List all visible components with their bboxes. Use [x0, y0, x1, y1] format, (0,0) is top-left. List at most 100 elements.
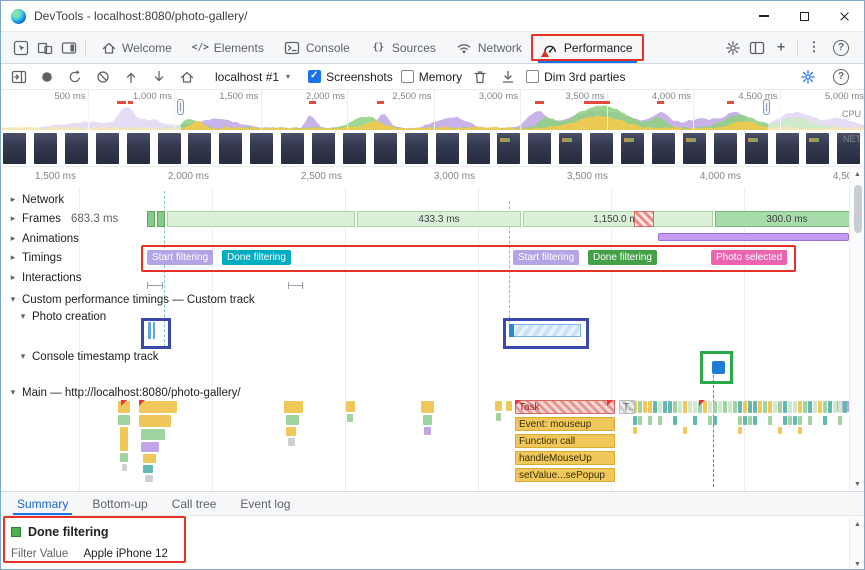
flame-event[interactable]: [763, 401, 767, 413]
flame-event-labeled[interactable]: Event: mouseup: [515, 417, 615, 431]
flame-event[interactable]: [748, 401, 752, 413]
clear-recordings-icon[interactable]: [93, 67, 113, 87]
flame-event[interactable]: [778, 427, 782, 434]
screenshot-thumbnail[interactable]: [682, 133, 706, 164]
flame-event[interactable]: [638, 401, 642, 413]
flame-event[interactable]: [738, 401, 742, 413]
flame-event[interactable]: [648, 401, 652, 413]
flame-event[interactable]: [658, 401, 662, 413]
tab-summary[interactable]: Summary: [5, 492, 80, 515]
track-frames[interactable]: ▸ Frames 683.3 ms: [1, 210, 119, 227]
perf-help-icon[interactable]: ?: [833, 68, 849, 85]
track-interactions[interactable]: ▸ Interactions: [1, 269, 82, 286]
track-main-thread[interactable]: ▾ Main — http://localhost:8080/photo-gal…: [1, 384, 241, 401]
expand-icon[interactable]: ▸: [10, 233, 16, 243]
flame-event[interactable]: [798, 401, 802, 413]
selection-handle-left[interactable]: [177, 99, 184, 115]
scroll-down-icon[interactable]: ▼: [854, 560, 861, 568]
screenshot-thumbnail[interactable]: [188, 133, 212, 164]
live-metrics-icon[interactable]: [177, 67, 197, 87]
inspect-icon[interactable]: [9, 35, 33, 61]
track-timings[interactable]: ▸ Timings: [1, 249, 62, 266]
flame-event[interactable]: [738, 416, 742, 425]
screenshot-thumbnail[interactable]: [33, 133, 57, 164]
flame-event[interactable]: [798, 416, 802, 425]
screenshot-thumbnail[interactable]: [837, 133, 861, 164]
flame-event[interactable]: [798, 427, 802, 434]
tab-sources[interactable]: {} Sources: [360, 32, 446, 63]
photo-creation-event[interactable]: [148, 322, 151, 339]
more-options-icon[interactable]: ⋮: [807, 40, 821, 55]
collapse-icon[interactable]: ▾: [20, 351, 26, 361]
screenshot-thumbnail[interactable]: [559, 133, 583, 164]
tab-console[interactable]: Console: [274, 32, 360, 63]
flame-event[interactable]: [346, 401, 355, 412]
flame-event[interactable]: [506, 401, 512, 411]
flame-event[interactable]: [708, 416, 712, 425]
flame-event[interactable]: [768, 416, 772, 425]
flame-event[interactable]: [833, 401, 837, 413]
flame-event[interactable]: [683, 401, 687, 413]
tab-event-log[interactable]: Event log: [240, 496, 291, 511]
flame-event[interactable]: [728, 401, 732, 413]
flame-event[interactable]: [693, 416, 697, 425]
flame-event[interactable]: [120, 427, 128, 451]
timing-marker[interactable]: Start filtering: [513, 250, 580, 265]
flame-event[interactable]: [758, 401, 762, 413]
tab-call-tree[interactable]: Call tree: [171, 496, 217, 511]
flame-event[interactable]: [118, 415, 130, 425]
minimize-button[interactable]: [744, 1, 784, 31]
flame-event[interactable]: [143, 454, 156, 463]
track-console-timestamps[interactable]: ▾ Console timestamp track: [1, 348, 159, 365]
console-timestamp-marker[interactable]: [712, 361, 725, 374]
screenshot-thumbnail[interactable]: [342, 133, 366, 164]
flame-event-labeled[interactable]: Function call: [515, 434, 615, 448]
flame-event[interactable]: [139, 415, 171, 427]
record-and-reload-icon[interactable]: [65, 67, 85, 87]
screenshot-thumbnail[interactable]: [590, 133, 614, 164]
load-profile-icon[interactable]: [121, 67, 141, 87]
screenshots-checkbox[interactable]: Screenshots: [308, 70, 393, 84]
photo-creation-span[interactable]: [509, 324, 581, 337]
timeline-overview[interactable]: CPU 500 ms 1,000 ms 1,500 ms 2,000 ms 2,500 …: [1, 90, 864, 130]
timing-marker[interactable]: Start filtering: [147, 250, 214, 265]
interaction-whisker[interactable]: [288, 282, 303, 289]
timing-marker[interactable]: Photo selected: [711, 250, 788, 265]
flame-event[interactable]: [633, 416, 637, 425]
flame-event[interactable]: [788, 401, 792, 413]
flame-event[interactable]: [733, 401, 737, 413]
flame-event[interactable]: [143, 465, 153, 473]
scroll-down-icon[interactable]: ▼: [854, 480, 861, 488]
screenshot-thumbnail[interactable]: [621, 133, 644, 164]
interaction-whisker[interactable]: [147, 282, 163, 289]
frame-bar[interactable]: 433.3 ms: [357, 211, 521, 227]
flame-event[interactable]: [496, 413, 501, 421]
flame-event[interactable]: [808, 416, 812, 425]
flame-event[interactable]: [421, 401, 434, 413]
screenshot-thumbnail[interactable]: [806, 133, 830, 164]
track-animations[interactable]: ▸ Animations: [1, 230, 79, 247]
screenshot-thumbnail[interactable]: [219, 133, 243, 164]
flame-event[interactable]: [347, 414, 353, 422]
flame-event[interactable]: [753, 401, 757, 413]
flame-event-labeled[interactable]: Task: [515, 400, 615, 414]
flame-event[interactable]: [793, 416, 797, 425]
flame-event[interactable]: [424, 427, 431, 435]
settings-gear-icon[interactable]: [721, 35, 745, 61]
track-custom[interactable]: ▾ Custom performance timings — Custom tr…: [1, 291, 255, 308]
flame-event[interactable]: [718, 401, 722, 413]
vertical-scrollbar[interactable]: ▲ ▼: [849, 167, 864, 491]
selection-handle-right[interactable]: [763, 99, 770, 115]
flame-event[interactable]: [823, 401, 827, 413]
flame-event[interactable]: [713, 401, 717, 413]
flame-event[interactable]: [828, 401, 832, 413]
flame-event[interactable]: [673, 416, 677, 425]
flame-event[interactable]: [139, 401, 177, 413]
flame-event[interactable]: [788, 416, 792, 425]
flame-event[interactable]: [141, 429, 165, 440]
flame-event-labeled[interactable]: handleMouseUp: [515, 451, 615, 465]
flame-event[interactable]: [688, 401, 692, 413]
tab-elements[interactable]: </> Elements: [182, 32, 274, 63]
flame-event[interactable]: [288, 438, 295, 446]
flame-event[interactable]: [643, 401, 647, 413]
